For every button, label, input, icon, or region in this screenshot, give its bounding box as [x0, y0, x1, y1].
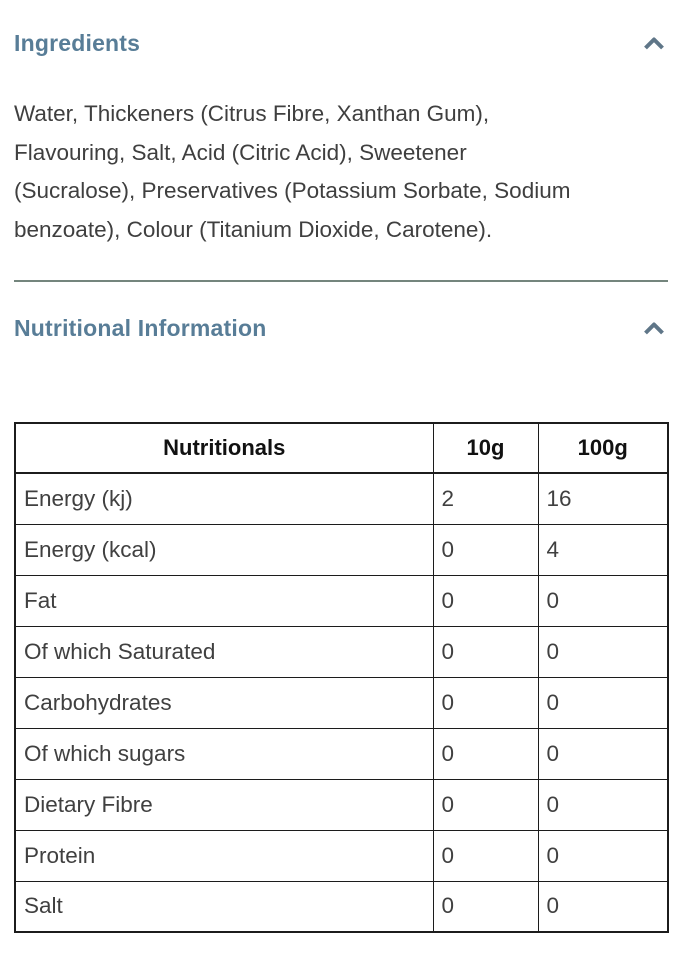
- value-10g-cell: 0: [432, 523, 539, 576]
- ingredients-text: Water, Thickeners (Citrus Fibre, Xanthan…: [14, 101, 571, 242]
- nutrient-label-cell: Of which Saturated: [14, 625, 434, 678]
- table-row: Of which sugars 0 0: [14, 727, 669, 780]
- table-row: Dietary Fibre 0 0: [14, 778, 669, 831]
- nutrient-label-cell: Energy (kcal): [14, 523, 434, 576]
- nutrient-label-cell: Protein: [14, 829, 434, 882]
- value-100g-cell: 0: [537, 778, 669, 831]
- table-row: Protein 0 0: [14, 829, 669, 882]
- nutrient-label-cell: Of which sugars: [14, 727, 434, 780]
- value-100g-cell: 0: [537, 625, 669, 678]
- chevron-up-icon[interactable]: [643, 36, 665, 51]
- table-row: Of which Saturated 0 0: [14, 625, 669, 678]
- value-100g-cell: 4: [537, 523, 669, 576]
- nutrient-label-cell: Dietary Fibre: [14, 778, 434, 831]
- nutrient-label-cell: Fat: [14, 574, 434, 627]
- nutrition-accordion-header[interactable]: Nutritional Information: [14, 315, 668, 342]
- value-10g-cell: 0: [432, 778, 539, 831]
- value-10g-cell: 0: [432, 676, 539, 729]
- nutrition-section-title: Nutritional Information: [14, 315, 267, 341]
- section-divider: [14, 280, 668, 282]
- value-100g-cell: 0: [537, 727, 669, 780]
- value-10g-cell: 0: [432, 829, 539, 882]
- table-row: Energy (kj) 2 16: [14, 472, 669, 525]
- table-row: Carbohydrates 0 0: [14, 676, 669, 729]
- value-10g-cell: 0: [432, 727, 539, 780]
- value-100g-cell: 0: [537, 829, 669, 882]
- column-header-nutritionals: Nutritionals: [14, 422, 434, 474]
- value-100g-cell: 0: [537, 574, 669, 627]
- value-10g-cell: 0: [432, 625, 539, 678]
- value-10g-cell: 2: [432, 472, 539, 525]
- nutrient-label-cell: Salt: [14, 880, 434, 933]
- table-row: Energy (kcal) 0 4: [14, 523, 669, 576]
- value-100g-cell: 0: [537, 880, 669, 933]
- chevron-up-icon[interactable]: [643, 321, 665, 336]
- value-100g-cell: 0: [537, 676, 669, 729]
- nutrition-table-body: Energy (kj) 2 16 Energy (kcal) 0 4 Fat 0 0 Of whi…: [14, 472, 669, 933]
- table-row: Fat 0 0: [14, 574, 669, 627]
- column-header-100g: 100g: [537, 422, 669, 474]
- value-100g-cell: 16: [537, 472, 669, 525]
- column-header-10g: 10g: [432, 422, 539, 474]
- product-info-panel: Ingredients Water, Thickeners (Citrus Fi…: [14, 30, 669, 933]
- value-10g-cell: 0: [432, 574, 539, 627]
- nutrient-label-cell: Energy (kj): [14, 472, 434, 525]
- table-row: Salt 0 0: [14, 880, 669, 933]
- nutrition-table-header-row: Nutritionals 10g 100g: [14, 422, 669, 474]
- ingredients-section-title: Ingredients: [14, 30, 141, 56]
- value-10g-cell: 0: [432, 880, 539, 933]
- nutrient-label-cell: Carbohydrates: [14, 676, 434, 729]
- nutrition-table: Nutritionals 10g 100g Energy (kj) 2 16 Ener…: [14, 422, 669, 933]
- ingredients-accordion-header[interactable]: Ingredients: [14, 30, 668, 57]
